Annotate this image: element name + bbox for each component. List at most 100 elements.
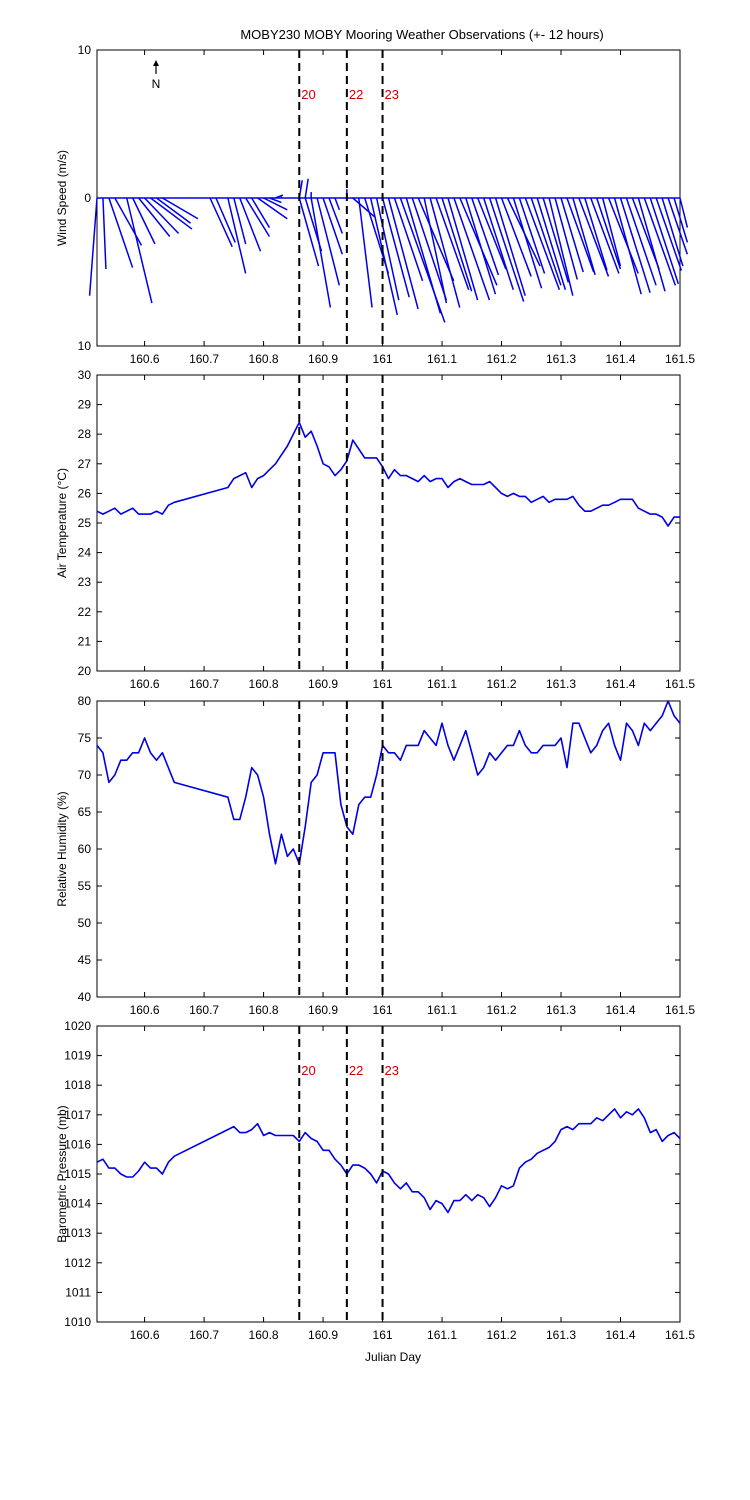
axes-box [96,374,681,672]
wind-stick [453,197,491,301]
event-label: 20 [301,1063,315,1078]
x-tick-label: 161.3 [546,352,576,366]
wind-stick [316,197,341,286]
x-tick-label: 160.8 [249,352,279,366]
y-tick-label: 22 [78,605,92,619]
wind-stick [257,197,288,220]
wind-stick [132,197,156,245]
x-tick-label: 161.4 [605,1003,635,1017]
wind-stick [578,197,610,277]
wind-stick [215,197,236,243]
wind-stick [607,197,639,274]
wind-stick [548,197,574,296]
wind-stick [209,197,233,248]
wind-stick [667,197,689,255]
x-tick-label: 160.8 [249,1328,279,1342]
wind-stick [239,197,262,252]
wind-stick [512,197,543,289]
y-tick-label: 40 [78,990,92,1004]
wind-stick [88,197,98,296]
wind-stick [554,197,578,280]
y-tick-label: 1020 [64,1019,91,1033]
x-tick-label: 161.3 [546,1328,576,1342]
wind-stick [369,197,399,316]
wind-stick [596,197,622,270]
north-arrowhead-icon [153,60,159,66]
wind-stick [334,197,341,211]
y-tick-label: 27 [78,457,92,471]
y-tick-label: 20 [78,664,92,678]
wind-stick [572,197,596,276]
y-tick-label: 1014 [64,1197,91,1211]
wind-stick [560,197,584,273]
wind-stick [156,197,191,224]
x-tick-label: 161.5 [665,352,695,366]
x-tick-label: 161.2 [487,1003,517,1017]
wind-stick [471,197,500,276]
y-tick-label: 1013 [64,1226,91,1240]
wind-stick [227,197,247,274]
axes-box [96,700,681,998]
wind-stick [102,197,107,270]
wind-stick [536,197,567,290]
wind-stick [619,197,651,293]
event-label: 22 [349,1063,363,1078]
wind-stick [322,197,344,255]
wind-stick [637,197,666,292]
y-axis-label: Barometric Pressure (mb) [55,1105,69,1242]
y-tick-label: 1011 [65,1285,91,1299]
x-tick-label: 160.6 [130,1003,160,1017]
wind-stick [477,197,507,270]
y-tick-label: 28 [78,427,92,441]
x-tick-label: 161.3 [546,677,576,691]
x-tick-label: 160.7 [189,352,219,366]
x-tick-label: 160.9 [308,352,338,366]
y-tick-label: 10 [78,43,92,57]
y-tick-label: 65 [78,805,92,819]
wind-stick [465,197,497,295]
y-tick-label: 30 [78,368,92,382]
data-line [96,421,680,527]
wind-stick [405,197,442,314]
wind-stick [590,197,620,274]
x-tick-label: 161.1 [427,352,457,366]
y-tick-label: 60 [78,842,92,856]
x-tick-label: 161.2 [487,677,517,691]
y-tick-label: 1015 [64,1167,91,1181]
wind-stick [310,197,332,308]
wind-stick [488,197,525,302]
wind-stick [655,197,683,271]
x-tick-label: 160.6 [130,677,160,691]
wind-stick [613,197,642,295]
event-label: 20 [301,87,315,102]
y-tick-label: 1012 [64,1256,91,1270]
event-label: 22 [349,87,363,102]
x-tick-label: 161.4 [605,677,635,691]
wind-stick [328,197,344,234]
panel-4: 160.6 160.7 160.8 160.9 161 161.1 161.2 161.3 16… [55,1019,695,1342]
wind-stick [530,197,562,286]
wind-stick [494,197,526,296]
wind-stick [108,197,134,268]
wind-stick [393,197,424,282]
x-tick-label: 161 [373,1003,393,1017]
wind-stick [423,197,448,304]
wind-stick [304,178,309,199]
wind-stick [673,197,689,243]
wind-stick [114,197,143,246]
x-tick-label: 161.5 [665,677,695,691]
x-tick-label: 160.9 [308,1328,338,1342]
y-tick-label: 50 [78,916,92,930]
wind-stick [245,197,271,237]
x-tick-label: 160.7 [189,1003,219,1017]
wind-stick [233,197,247,245]
wind-stick [435,197,470,291]
x-tick-label: 161.4 [605,1328,635,1342]
wind-stick [251,197,271,228]
y-tick-label: 55 [78,879,92,893]
x-tick-label: 160.9 [308,677,338,691]
x-tick-label: 161 [373,677,393,691]
y-axis-label: Air Temperature (°C) [55,468,69,578]
wind-stick [566,197,595,273]
